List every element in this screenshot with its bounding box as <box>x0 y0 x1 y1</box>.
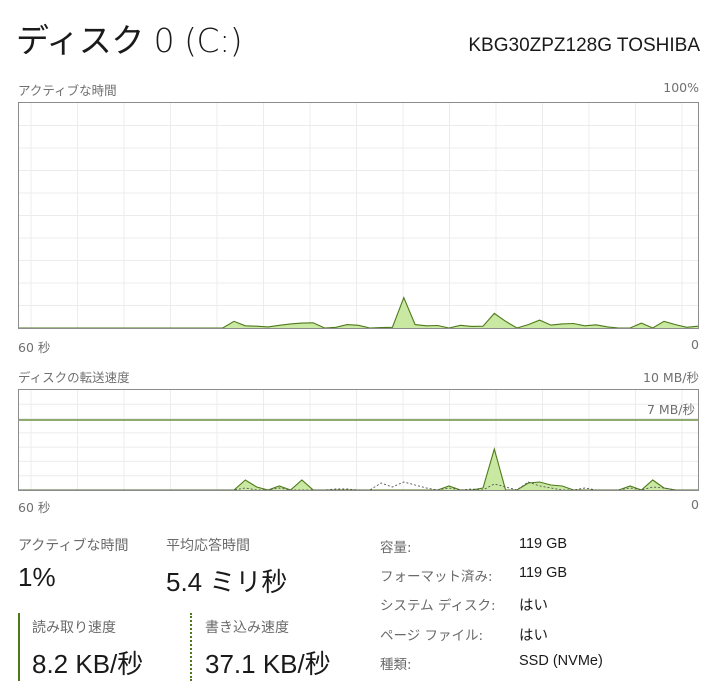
formatted-value: 119 GB <box>519 565 568 581</box>
active-time-chart-title: アクティブな時間 <box>18 83 117 98</box>
page-file-label: ページ ファイル: <box>380 628 484 644</box>
series-area <box>19 297 698 328</box>
disk-model: KBG30ZPZ128G TOSHIBA <box>468 35 700 56</box>
formatted-label: フォーマット済み: <box>380 569 493 585</box>
transfer-x-left: 60 秒 <box>18 500 51 515</box>
active-time-x-right: 0 <box>691 337 699 352</box>
active-time-value: 1% <box>18 562 56 592</box>
series-line <box>19 296 698 328</box>
series-area <box>19 449 698 490</box>
active-time-chart <box>18 102 699 329</box>
transfer-max-label: 10 MB/秒 <box>643 370 699 385</box>
page-file-value: はい <box>519 628 548 644</box>
active-time-x-left: 60 秒 <box>18 340 51 355</box>
write-series-line <box>19 481 698 490</box>
response-time-label: 平均応答時間 <box>166 538 250 554</box>
transfer-chart <box>18 389 699 491</box>
write-speed-marker <box>190 613 192 681</box>
page-title: ディスク 0 (C:) <box>16 21 243 60</box>
write-speed-label: 書き込み速度 <box>205 620 289 636</box>
read-speed-value: 8.2 KB/秒 <box>32 649 144 679</box>
type-value: SSD (NVMe) <box>519 653 603 669</box>
write-speed-value: 37.1 KB/秒 <box>205 649 331 679</box>
response-time-value: 5.4 ミリ秒 <box>166 567 288 597</box>
transfer-x-right: 0 <box>691 497 699 512</box>
capacity-value: 119 GB <box>519 536 568 552</box>
type-label: 種類: <box>380 657 412 673</box>
transfer-reference-label: 7 MB/秒 <box>647 402 695 417</box>
active-time-label: アクティブな時間 <box>18 538 129 554</box>
capacity-label: 容量: <box>380 540 412 556</box>
transfer-chart-title: ディスクの転送速度 <box>18 370 130 385</box>
active-time-max-label: 100% <box>663 80 699 95</box>
series-line <box>19 446 698 490</box>
system-disk-label: システム ディスク: <box>380 598 496 614</box>
read-speed-label: 読み取り速度 <box>32 620 116 636</box>
system-disk-value: はい <box>519 598 548 614</box>
read-speed-marker <box>18 613 20 681</box>
